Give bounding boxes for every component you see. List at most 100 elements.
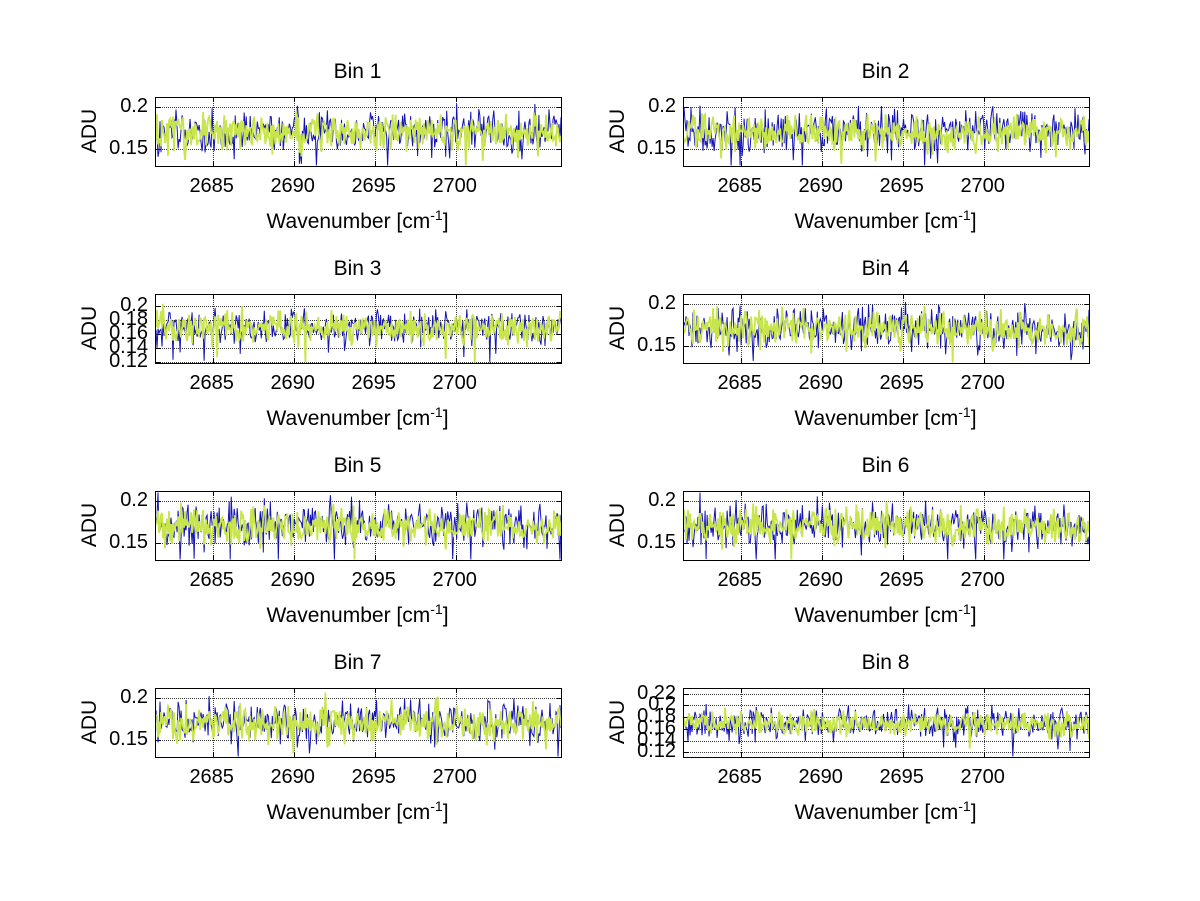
y-tick-label: 0.2 (648, 488, 676, 511)
x-tick-label: 2690 (270, 175, 315, 197)
tick-mark-right (1085, 752, 1089, 754)
tick-mark-top (740, 98, 742, 102)
x-tick-label: 2685 (189, 569, 234, 591)
y-tick-label: 0.22 (637, 681, 676, 704)
x-axis-label-text: Wavenumber [cm (794, 801, 959, 824)
x-tick-label: 2690 (798, 372, 843, 394)
tick-mark-left (684, 705, 689, 707)
x-tick-label: 2695 (879, 766, 924, 788)
plot-area (683, 688, 1090, 758)
tick-mark-bottom (374, 161, 376, 166)
tick-mark-top (983, 492, 985, 496)
trace-green-line (156, 303, 561, 363)
tick-mark-right (557, 500, 561, 502)
tick-mark-left (684, 728, 689, 730)
tick-mark-top (374, 689, 376, 693)
x-axis-label-text: Wavenumber [cm (794, 210, 959, 233)
trace-green-line (684, 502, 1089, 560)
tick-mark-left (156, 347, 161, 349)
tick-mark-bottom (902, 161, 904, 166)
tick-mark-top (293, 492, 295, 496)
tick-mark-bottom (212, 752, 214, 757)
series-traces (684, 703, 1089, 757)
tick-mark-right (1085, 149, 1089, 150)
x-axis-label: Wavenumber [cm-1] (683, 601, 1088, 628)
x-tick-label: 2700 (960, 175, 1005, 197)
x-axis-label-exponent: -1 (430, 798, 443, 814)
tick-mark-left (156, 333, 161, 335)
y-tick-label: 0.2 (648, 291, 676, 314)
gridline-horizontal (156, 697, 561, 699)
tick-mark-bottom (455, 358, 457, 363)
tick-mark-left (156, 361, 161, 363)
gridline-horizontal (684, 346, 1089, 347)
tick-mark-left (684, 106, 689, 108)
tick-mark-bottom (902, 752, 904, 757)
tick-mark-right (1085, 693, 1089, 695)
x-tick-label: 2685 (717, 569, 762, 591)
gridline-horizontal (156, 106, 561, 108)
x-axis-label-text: Wavenumber [cm (266, 210, 431, 233)
tick-mark-right (1085, 303, 1089, 305)
x-tick-label: 2700 (432, 766, 477, 788)
series-traces (684, 492, 1089, 560)
tick-mark-left (156, 543, 161, 544)
tick-mark-top (212, 689, 214, 693)
tick-mark-left (684, 717, 689, 719)
x-axis-label-exponent: -1 (430, 207, 443, 223)
x-axis-label-exponent: -1 (958, 798, 971, 814)
tick-mark-top (212, 492, 214, 496)
tick-mark-bottom (740, 161, 742, 166)
gridline-horizontal (684, 752, 1089, 754)
y-tick-label: 0.18 (109, 307, 148, 330)
subplot-title: Bin 8 (861, 651, 910, 674)
x-tick-label: 2695 (879, 372, 924, 394)
x-axis-label-bracket: ] (442, 604, 449, 627)
tick-mark-bottom (983, 752, 985, 757)
trace-green-line (156, 110, 561, 166)
tick-mark-top (821, 689, 823, 693)
tick-mark-top (902, 492, 904, 496)
tick-mark-bottom (821, 161, 823, 166)
plot-area (155, 688, 562, 758)
tick-mark-top (983, 98, 985, 102)
x-axis-label: Wavenumber [cm-1] (683, 405, 1088, 431)
subplot-title: Bin 7 (333, 651, 382, 674)
x-tick-label: 2700 (432, 569, 477, 591)
tick-mark-bottom (293, 555, 295, 560)
gridline-horizontal (156, 149, 561, 150)
x-tick-label: 2700 (960, 569, 1005, 591)
tick-mark-bottom (902, 555, 904, 560)
tick-mark-right (557, 347, 561, 349)
x-axis-label-bracket: ] (970, 407, 977, 430)
y-tick-label: 0.16 (109, 321, 148, 344)
x-tick-label: 2695 (351, 372, 396, 394)
x-axis-label-exponent: -1 (958, 601, 971, 617)
y-tick-label: 0.14 (109, 335, 148, 358)
gridline-horizontal (684, 149, 1089, 150)
gridline-horizontal (156, 740, 561, 741)
x-axis-label: Wavenumber [cm-1] (155, 602, 560, 628)
tick-mark-right (1085, 705, 1089, 707)
x-axis-label-exponent: -1 (430, 404, 443, 420)
tick-mark-left (156, 149, 161, 150)
gridline-horizontal (684, 543, 1089, 544)
tick-mark-right (1085, 543, 1089, 544)
x-tick-label: 2690 (798, 175, 843, 197)
tick-mark-right (1085, 728, 1089, 730)
y-tick-label: 0.2 (648, 94, 676, 117)
y-tick-label: 0.15 (637, 531, 676, 553)
x-tick-label: 2690 (270, 569, 315, 591)
y-tick-label: 0.2 (120, 685, 148, 708)
tick-mark-left (684, 752, 689, 754)
tick-mark-top (821, 98, 823, 102)
tick-mark-right (557, 361, 561, 363)
x-axis-label-bracket: ] (442, 210, 449, 233)
subplot-title: Bin 3 (333, 257, 382, 280)
tick-mark-right (557, 106, 561, 108)
y-tick-label: 0.12 (109, 349, 148, 372)
tick-mark-bottom (374, 555, 376, 560)
subplot-title: Bin 6 (861, 454, 910, 477)
tick-mark-left (684, 693, 689, 695)
